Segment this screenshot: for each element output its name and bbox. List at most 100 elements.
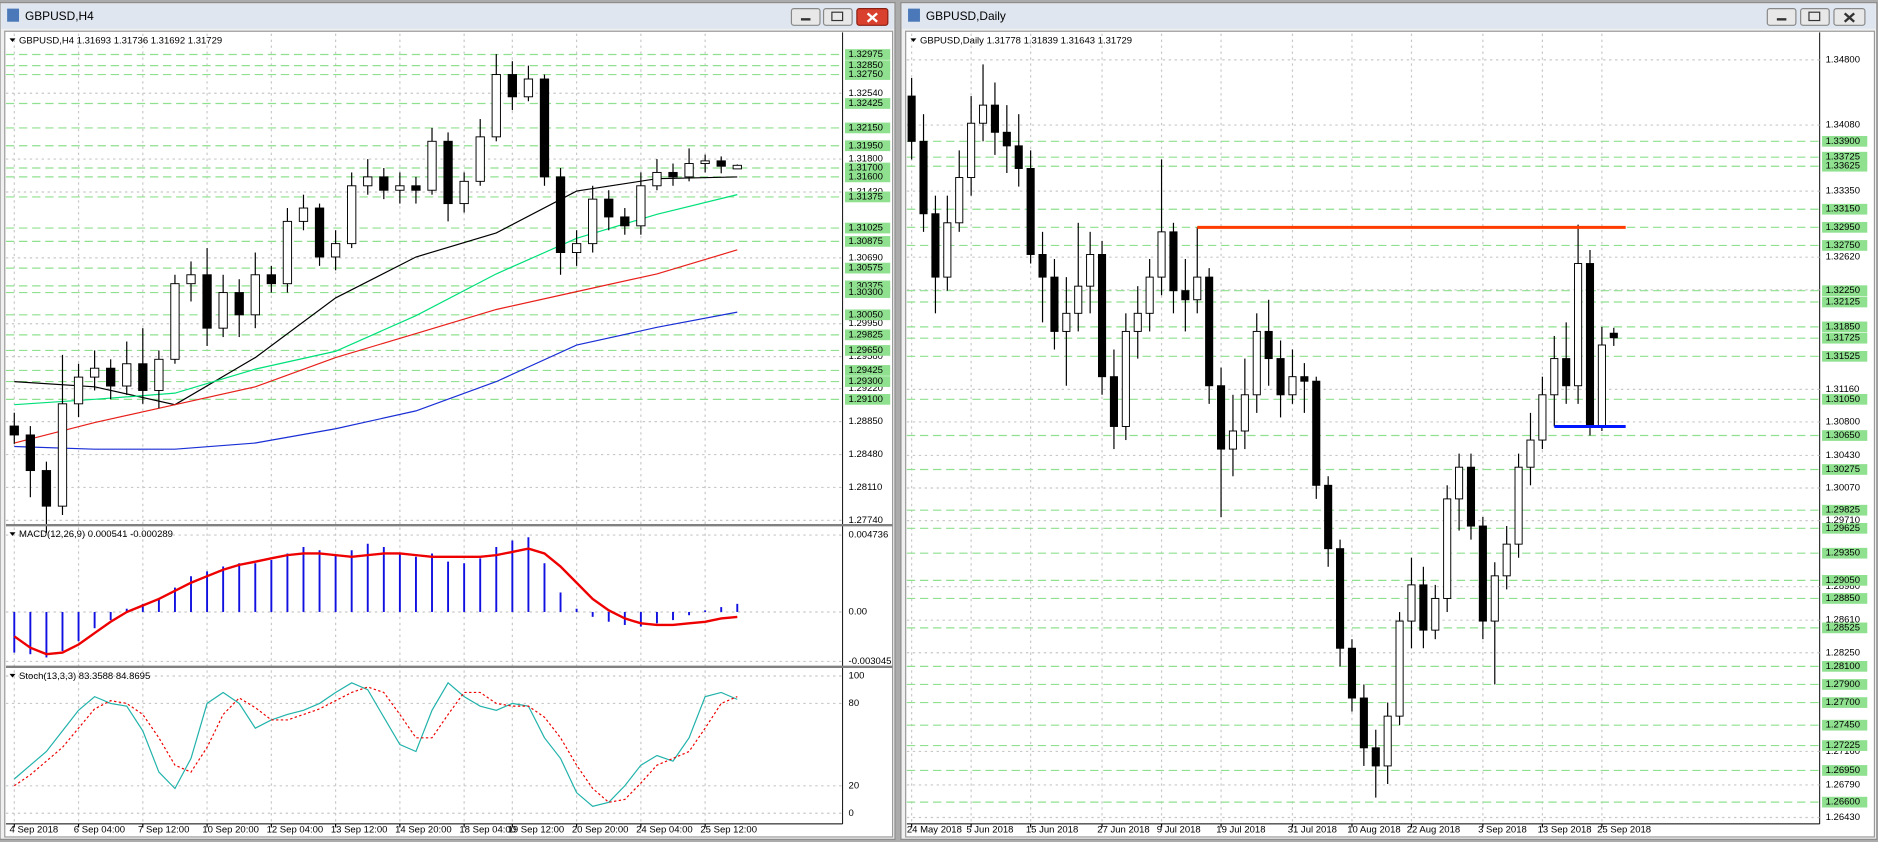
macd-signal — [13, 547, 738, 656]
candle-body — [106, 367, 116, 387]
level-label: 1.33725 — [1826, 152, 1860, 163]
candle-body — [931, 213, 940, 278]
restore-glyph — [831, 11, 844, 22]
macd-bar — [61, 611, 64, 651]
plot — [906, 64, 1820, 803]
level-label-bg — [844, 140, 891, 152]
candle-body — [1252, 330, 1261, 396]
level-label-bg — [844, 49, 891, 60]
candle-body — [25, 434, 35, 472]
level-label-bg — [1822, 393, 1868, 405]
restore-button[interactable] — [1800, 8, 1830, 26]
y-tick-label: 1.27160 — [1826, 746, 1860, 757]
candle-body — [907, 95, 916, 142]
candle-body — [990, 104, 999, 133]
candle-body — [1431, 597, 1440, 631]
macd-bar — [720, 607, 723, 612]
macd-bar — [511, 540, 514, 612]
level-label-bg — [1822, 332, 1868, 344]
candle-body — [1395, 620, 1404, 717]
level-label: 1.30375 — [849, 280, 883, 291]
candle-body — [491, 74, 501, 138]
candle-body — [943, 222, 952, 278]
collapse-arrow — [9, 38, 16, 42]
y-tick-label: 80 — [849, 698, 860, 709]
level-label: 1.26950 — [1826, 765, 1860, 776]
x-tick-label: 10 Sep 20:00 — [202, 824, 259, 835]
x-tick-label: 19 Sep 12:00 — [508, 824, 565, 835]
level-label-bg — [1822, 547, 1868, 559]
candle-body — [1133, 312, 1142, 332]
y-tick-label: 100 — [849, 671, 865, 682]
candle-body — [1478, 525, 1487, 622]
level-label: 1.32750 — [1826, 240, 1860, 251]
minimize-button[interactable] — [1766, 8, 1797, 26]
level-label-bg — [844, 171, 891, 183]
candle-body — [73, 376, 84, 405]
level-label-bg — [844, 345, 891, 356]
macd-bar — [591, 611, 594, 617]
level-label: 1.31375 — [849, 191, 883, 202]
candle-body — [1502, 543, 1511, 577]
window-title: GBPUSD,Daily — [926, 9, 1006, 23]
candle-body — [1062, 312, 1071, 332]
x-tick-label: 10 Aug 2018 — [1347, 824, 1400, 835]
macd-bar — [559, 592, 562, 612]
level-label-bg — [1822, 697, 1868, 708]
y-tick-label: 1.26790 — [1826, 779, 1860, 790]
candle-body — [1490, 575, 1499, 622]
candle-body — [138, 363, 148, 391]
stoch-main — [13, 681, 738, 808]
candle-body — [1312, 380, 1321, 486]
x-tick-label: 31 Jul 2018 — [1288, 824, 1337, 835]
candle-body — [1359, 697, 1368, 749]
x-tick-label: 14 Sep 20:00 — [395, 824, 452, 835]
candle-body — [1264, 330, 1273, 360]
moving-average — [14, 249, 738, 444]
macd-bar — [575, 608, 578, 612]
level-label-bg — [1822, 285, 1868, 297]
level-label: 1.31525 — [1826, 351, 1860, 362]
candle-body — [1086, 254, 1095, 287]
candle-body — [955, 177, 964, 224]
level-label-bg — [1822, 160, 1868, 172]
macd-bar — [398, 553, 401, 612]
level-label-bg — [1822, 151, 1868, 163]
collapse-arrow — [910, 38, 917, 42]
candle-body — [122, 363, 132, 387]
candle-body — [1597, 344, 1606, 427]
y-tick-label: 1.28850 — [849, 416, 883, 427]
x-tick-label: 25 Sep 12:00 — [700, 824, 757, 835]
level-label: 1.27900 — [1826, 679, 1860, 690]
minimize-button[interactable] — [790, 8, 821, 26]
restore-button[interactable] — [822, 8, 853, 26]
y-tick-label: 1.34800 — [1826, 54, 1860, 65]
level-label-bg — [1822, 575, 1868, 586]
candle-body — [1276, 358, 1285, 396]
candle-body — [1014, 145, 1023, 169]
level-label: 1.30575 — [849, 263, 883, 274]
candle-body — [1550, 358, 1559, 396]
x-tick-label: 6 Sep 04:00 — [74, 824, 125, 835]
macd-bar — [350, 550, 353, 612]
collapse-arrow — [9, 532, 16, 536]
macd-bar — [13, 611, 16, 653]
window-h4: GBPUSD,H4 — [0, 2, 896, 840]
x-tick-label: 20 Sep 20:00 — [572, 824, 629, 835]
candle-body — [732, 164, 742, 170]
level-label-bg — [1822, 350, 1868, 362]
level-label-bg — [1822, 719, 1868, 731]
level-label-bg — [1822, 765, 1868, 776]
candle-body — [1324, 484, 1333, 550]
level-label: 1.28850 — [1826, 593, 1860, 604]
candle-body — [652, 171, 662, 187]
y-tick-label: 1.29950 — [849, 318, 883, 329]
candle-body — [1466, 466, 1476, 527]
candle-body — [363, 176, 373, 187]
level-label-bg — [844, 69, 891, 80]
macd-bar — [527, 537, 530, 612]
level-label-bg — [1822, 135, 1868, 147]
level-label: 1.30050 — [849, 309, 883, 320]
